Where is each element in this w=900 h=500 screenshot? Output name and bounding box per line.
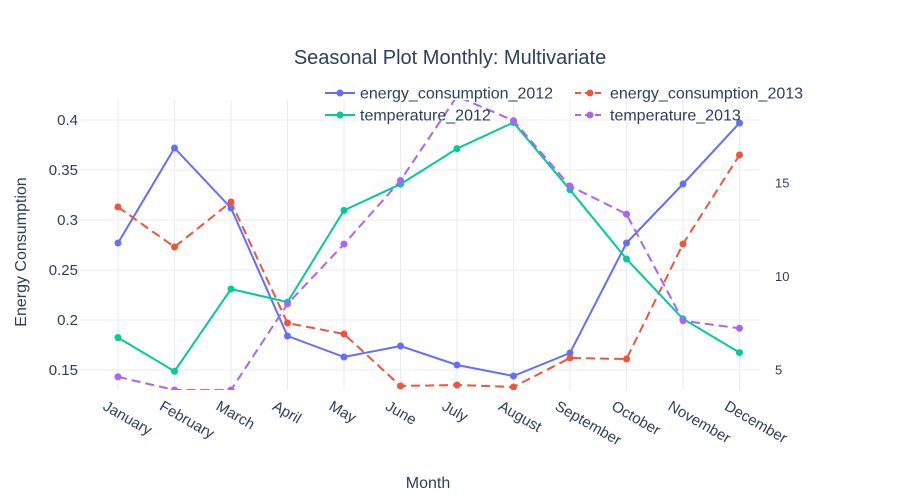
data-point[interactable]: [171, 386, 178, 394]
x-axis-title: Month: [406, 475, 450, 492]
data-point[interactable]: [114, 239, 122, 247]
x-tick-label: February: [157, 398, 218, 443]
y2-tick-label: 10: [775, 269, 789, 284]
x-tick-label: March: [213, 398, 258, 434]
y-gridlines: [80, 119, 760, 371]
data-point[interactable]: [736, 119, 743, 127]
legend-item[interactable]: energy_consumption_2013: [575, 86, 803, 103]
data-point[interactable]: [679, 180, 687, 188]
data-point[interactable]: [227, 386, 235, 394]
data-point[interactable]: [227, 198, 235, 206]
data-point[interactable]: [397, 342, 404, 350]
y2-axis-ticks: 5 10 15: [775, 175, 789, 377]
series-temperature_2012: [114, 118, 743, 375]
series-energy_consumption_2013: [114, 151, 743, 391]
legend-item[interactable]: energy_consumption_2012: [325, 86, 553, 103]
series-line: [117, 100, 740, 390]
data-point[interactable]: [340, 330, 348, 338]
data-point[interactable]: [623, 355, 630, 363]
y-tick-label: 0.4: [57, 112, 78, 129]
data-point[interactable]: [566, 349, 574, 357]
data-point[interactable]: [340, 240, 348, 248]
series-line: [117, 122, 741, 378]
data-point[interactable]: [114, 334, 122, 342]
data-point[interactable]: [227, 285, 235, 293]
y-axis-ticks: 0.15 0.2 0.25 0.3 0.35 0.4: [49, 112, 78, 379]
legend-marker: [336, 89, 344, 97]
data-point[interactable]: [510, 117, 517, 125]
series-layer: [114, 100, 743, 394]
legend-label: energy_consumption_2013: [610, 86, 803, 103]
legend-label: energy_consumption_2012: [360, 86, 553, 103]
data-point[interactable]: [736, 349, 743, 357]
data-point[interactable]: [623, 239, 630, 247]
data-point[interactable]: [736, 324, 743, 332]
legend-label: temperature_2012: [360, 108, 491, 125]
y2-tick-label: 5: [775, 362, 782, 377]
data-point[interactable]: [679, 240, 687, 248]
series-temperature_2013: [114, 100, 743, 394]
legend-item[interactable]: temperature_2012: [325, 108, 491, 125]
y2-tick-label: 15: [775, 175, 789, 190]
data-point[interactable]: [566, 182, 574, 190]
legend-item[interactable]: temperature_2013: [575, 108, 741, 125]
x-tick-label: November: [665, 398, 733, 447]
data-point[interactable]: [397, 176, 404, 184]
x-tick-label: August: [496, 398, 546, 436]
legend-label: temperature_2013: [610, 108, 741, 125]
x-tick-label: December: [722, 398, 790, 447]
data-point[interactable]: [284, 300, 291, 308]
legend-marker: [586, 89, 594, 97]
x-gridlines: [117, 100, 740, 390]
data-point[interactable]: [340, 353, 348, 361]
data-point[interactable]: [453, 361, 461, 369]
data-point[interactable]: [623, 210, 630, 218]
y-tick-label: 0.25: [49, 262, 78, 279]
y-tick-label: 0.15: [49, 362, 78, 379]
data-point[interactable]: [566, 354, 574, 362]
data-point[interactable]: [284, 319, 291, 327]
data-point[interactable]: [340, 206, 348, 214]
legend-marker: [336, 111, 344, 119]
series-line: [117, 154, 741, 389]
data-point[interactable]: [171, 144, 178, 152]
data-point[interactable]: [453, 145, 461, 153]
legend-marker: [586, 111, 594, 119]
y-tick-label: 0.35: [49, 162, 78, 179]
data-point[interactable]: [510, 383, 517, 391]
data-point[interactable]: [510, 372, 517, 380]
data-point[interactable]: [114, 373, 122, 381]
y-tick-label: 0.3: [57, 212, 78, 229]
chart-title: Seasonal Plot Monthly: Multivariate: [294, 47, 606, 69]
data-point[interactable]: [114, 203, 122, 211]
x-tick-label: June: [383, 398, 420, 429]
x-tick-label: April: [270, 398, 304, 428]
y-tick-label: 0.2: [57, 312, 78, 329]
data-point[interactable]: [171, 243, 178, 251]
legend[interactable]: energy_consumption_2012 energy_consumptio…: [325, 86, 803, 125]
data-point[interactable]: [397, 382, 404, 390]
data-point[interactable]: [453, 381, 461, 389]
data-point[interactable]: [284, 332, 291, 340]
series-line: [117, 121, 741, 373]
y-axis-title: Energy Consumption: [13, 177, 30, 326]
data-point[interactable]: [623, 255, 630, 263]
data-point[interactable]: [171, 367, 178, 375]
data-point[interactable]: [679, 317, 687, 325]
data-point[interactable]: [736, 151, 743, 159]
x-tick-label: January: [100, 398, 155, 440]
series-energy_consumption_2012: [114, 119, 743, 380]
x-tick-label: May: [326, 398, 359, 427]
x-tick-label: July: [439, 398, 471, 426]
